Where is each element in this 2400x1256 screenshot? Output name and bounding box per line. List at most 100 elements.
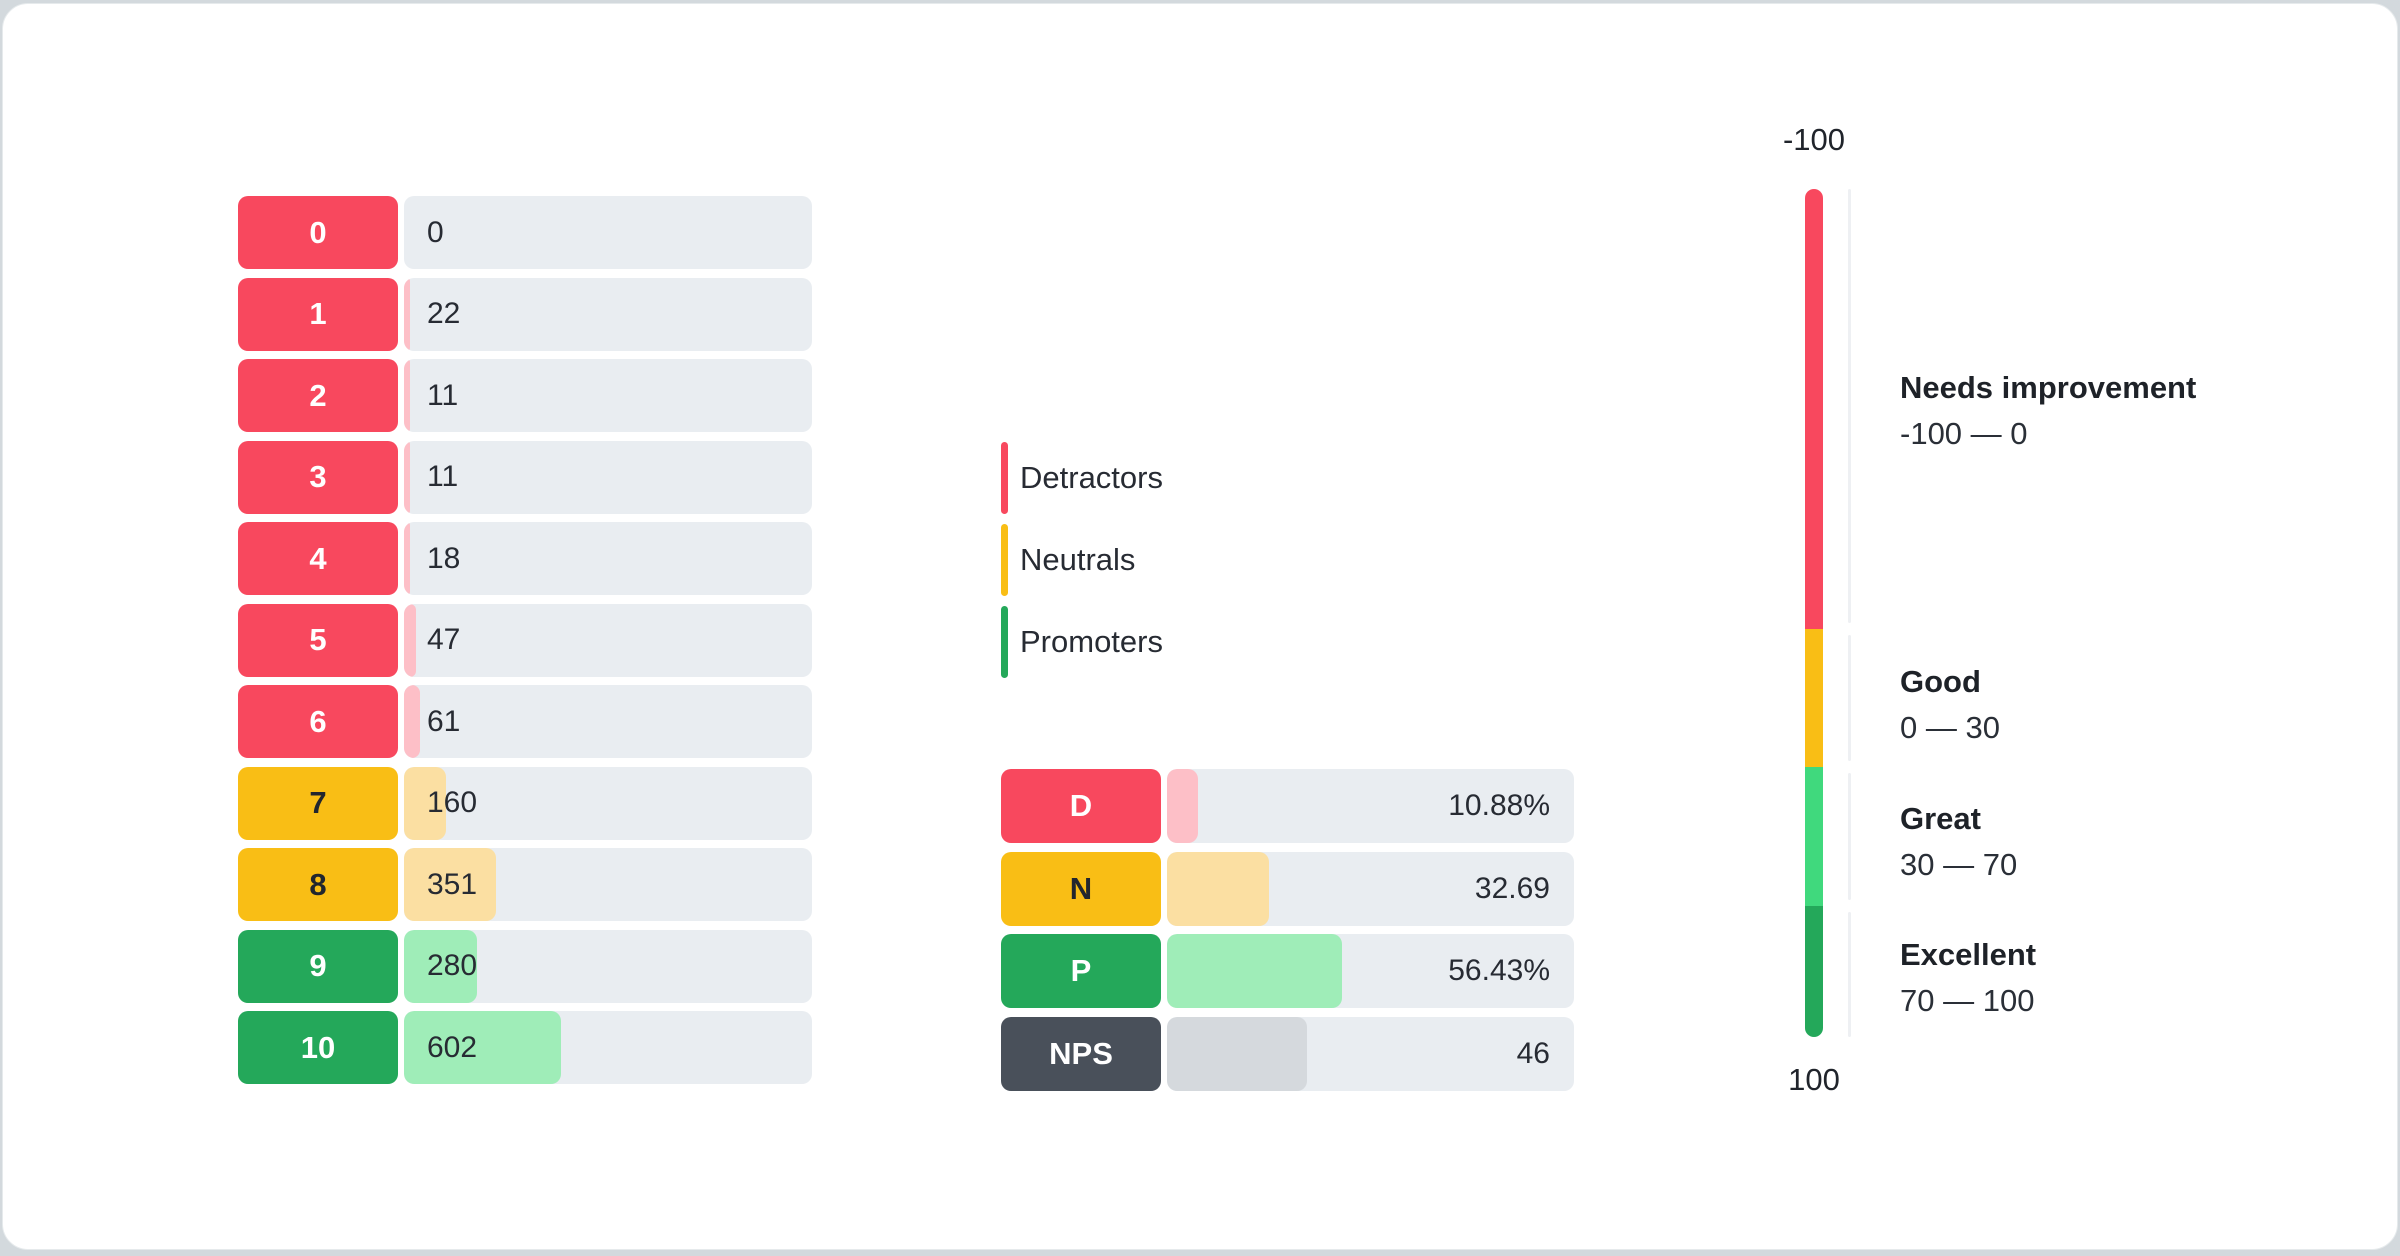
nps-fill (1167, 1016, 1308, 1091)
score-distribution-list: 0 0 1 22 2 11 (238, 196, 812, 1084)
gauge-zone-good (1805, 629, 1823, 768)
gauge-bar (1805, 189, 1823, 1037)
score-0-track: 0 (404, 196, 812, 269)
score-row-4: 4 18 (238, 522, 812, 595)
zone-label-excellent: Excellent 70 — 100 (1900, 934, 2340, 1024)
detractors-track: 10.88% (1167, 769, 1574, 843)
zone-label-needs-improvement: Needs improvement -100 — 0 (1900, 367, 2340, 457)
legend-label-neutrals: Neutrals (1020, 542, 1136, 577)
gauge-rail-segment-2 (1848, 635, 1851, 761)
score-2-fill (404, 359, 410, 432)
legend-label-promoters: Promoters (1020, 624, 1163, 659)
gauge-zone-great (1805, 767, 1823, 907)
score-8-track: 351 (404, 848, 812, 921)
promoters-track: 56.43% (1167, 934, 1574, 1009)
score-3-chip[interactable]: 3 (238, 440, 398, 514)
widget-card: 0 0 1 22 2 11 (2, 3, 2398, 1250)
score-6-fill (404, 685, 420, 758)
zone-label-good: Good 0 — 30 (1900, 661, 2340, 751)
score-row-7: 7 160 (238, 766, 812, 840)
gauge-rail-segment-4 (1848, 912, 1851, 1037)
score-5-track: 47 (404, 603, 812, 677)
summary-row-neutrals: N 32.69 (1001, 851, 1574, 926)
score-row-1: 1 22 (238, 277, 812, 351)
score-3-track: 11 (404, 440, 812, 514)
summary-row-detractors: D 10.88% (1001, 769, 1574, 843)
score-4-fill (404, 522, 410, 595)
legend-label-detractors: Detractors (1020, 460, 1163, 495)
score-0-chip[interactable]: 0 (238, 196, 398, 269)
score-6-chip[interactable]: 6 (238, 685, 398, 758)
detractors-swatch-icon (1001, 442, 1008, 514)
score-row-8: 8 351 (238, 848, 812, 921)
zone-range: 30 — 70 (1900, 847, 2018, 882)
score-10-track: 602 (404, 1011, 812, 1084)
score-10-count: 602 (427, 1030, 478, 1064)
neutrals-swatch-icon (1001, 524, 1008, 596)
summary-bars: D 10.88% N 32.69 P 56.43% (1001, 769, 1574, 1091)
score-8-count: 351 (427, 867, 478, 901)
promoters-fill (1167, 934, 1342, 1009)
score-8-fill (404, 848, 496, 921)
score-6-track: 61 (404, 685, 812, 758)
score-9-fill (404, 929, 478, 1003)
score-9-chip[interactable]: 9 (238, 929, 398, 1003)
score-2-track: 11 (404, 359, 812, 432)
gauge-max-label: 100 (1788, 1062, 1840, 1097)
zone-title: Excellent (1900, 937, 2037, 972)
nps-chip: NPS (1001, 1016, 1161, 1091)
score-9-track: 280 (404, 929, 812, 1003)
score-4-chip[interactable]: 4 (238, 522, 398, 595)
score-10-chip[interactable]: 10 (238, 1011, 398, 1084)
gauge-zone-excellent (1805, 906, 1823, 1037)
promoters-chip: P (1001, 934, 1161, 1009)
gauge-zone-needs-improvement (1805, 189, 1823, 630)
detractors-value: 10.88% (1448, 789, 1550, 822)
score-row-2: 2 11 (238, 359, 812, 432)
zone-range: -100 — 0 (1900, 416, 2028, 451)
score-5-chip[interactable]: 5 (238, 603, 398, 677)
detractors-chip: D (1001, 769, 1161, 843)
score-7-chip[interactable]: 7 (238, 766, 398, 840)
legend-item-promoters: Promoters (1001, 606, 1163, 678)
score-10-fill (404, 1011, 562, 1084)
score-7-count: 160 (427, 786, 478, 819)
score-3-fill (404, 440, 410, 514)
score-row-10: 10 602 (238, 1011, 812, 1084)
score-row-9: 9 280 (238, 929, 812, 1003)
score-row-3: 3 11 (238, 440, 812, 514)
score-4-count: 18 (427, 541, 461, 575)
promoters-swatch-icon (1001, 606, 1008, 678)
score-row-0: 0 0 (238, 196, 812, 269)
neutrals-value: 32.69 (1474, 871, 1550, 905)
score-7-fill (404, 766, 446, 840)
score-7-track: 160 (404, 766, 812, 840)
score-3-count: 11 (427, 460, 459, 493)
zone-range: 70 — 100 (1900, 983, 2035, 1018)
score-1-count: 22 (427, 297, 461, 330)
score-8-chip[interactable]: 8 (238, 848, 398, 921)
score-5-fill (404, 603, 417, 677)
zone-range: 0 — 30 (1900, 710, 2000, 745)
nps-track: 46 (1167, 1016, 1574, 1091)
neutrals-chip: N (1001, 851, 1161, 926)
legend-item-neutrals: Neutrals (1001, 524, 1163, 596)
summary-row-nps: NPS 46 (1001, 1016, 1574, 1091)
gauge-rail-segment-3 (1848, 773, 1851, 900)
score-5-count: 47 (427, 623, 461, 656)
promoters-value: 56.43% (1448, 954, 1550, 988)
score-1-chip[interactable]: 1 (238, 277, 398, 351)
score-1-track: 22 (404, 277, 812, 351)
neutrals-fill (1167, 851, 1269, 926)
score-2-chip[interactable]: 2 (238, 359, 398, 432)
score-row-5: 5 47 (238, 603, 812, 677)
gauge-rail-segment-1 (1848, 189, 1851, 623)
legend-item-detractors: Detractors (1001, 442, 1163, 514)
score-6-count: 61 (427, 704, 461, 738)
zone-title: Good (1900, 664, 1981, 699)
nps-value: 46 (1516, 1036, 1550, 1070)
zone-title: Great (1900, 801, 1981, 836)
legend: Detractors Neutrals Promoters (1001, 442, 1163, 678)
detractors-fill (1167, 769, 1198, 843)
